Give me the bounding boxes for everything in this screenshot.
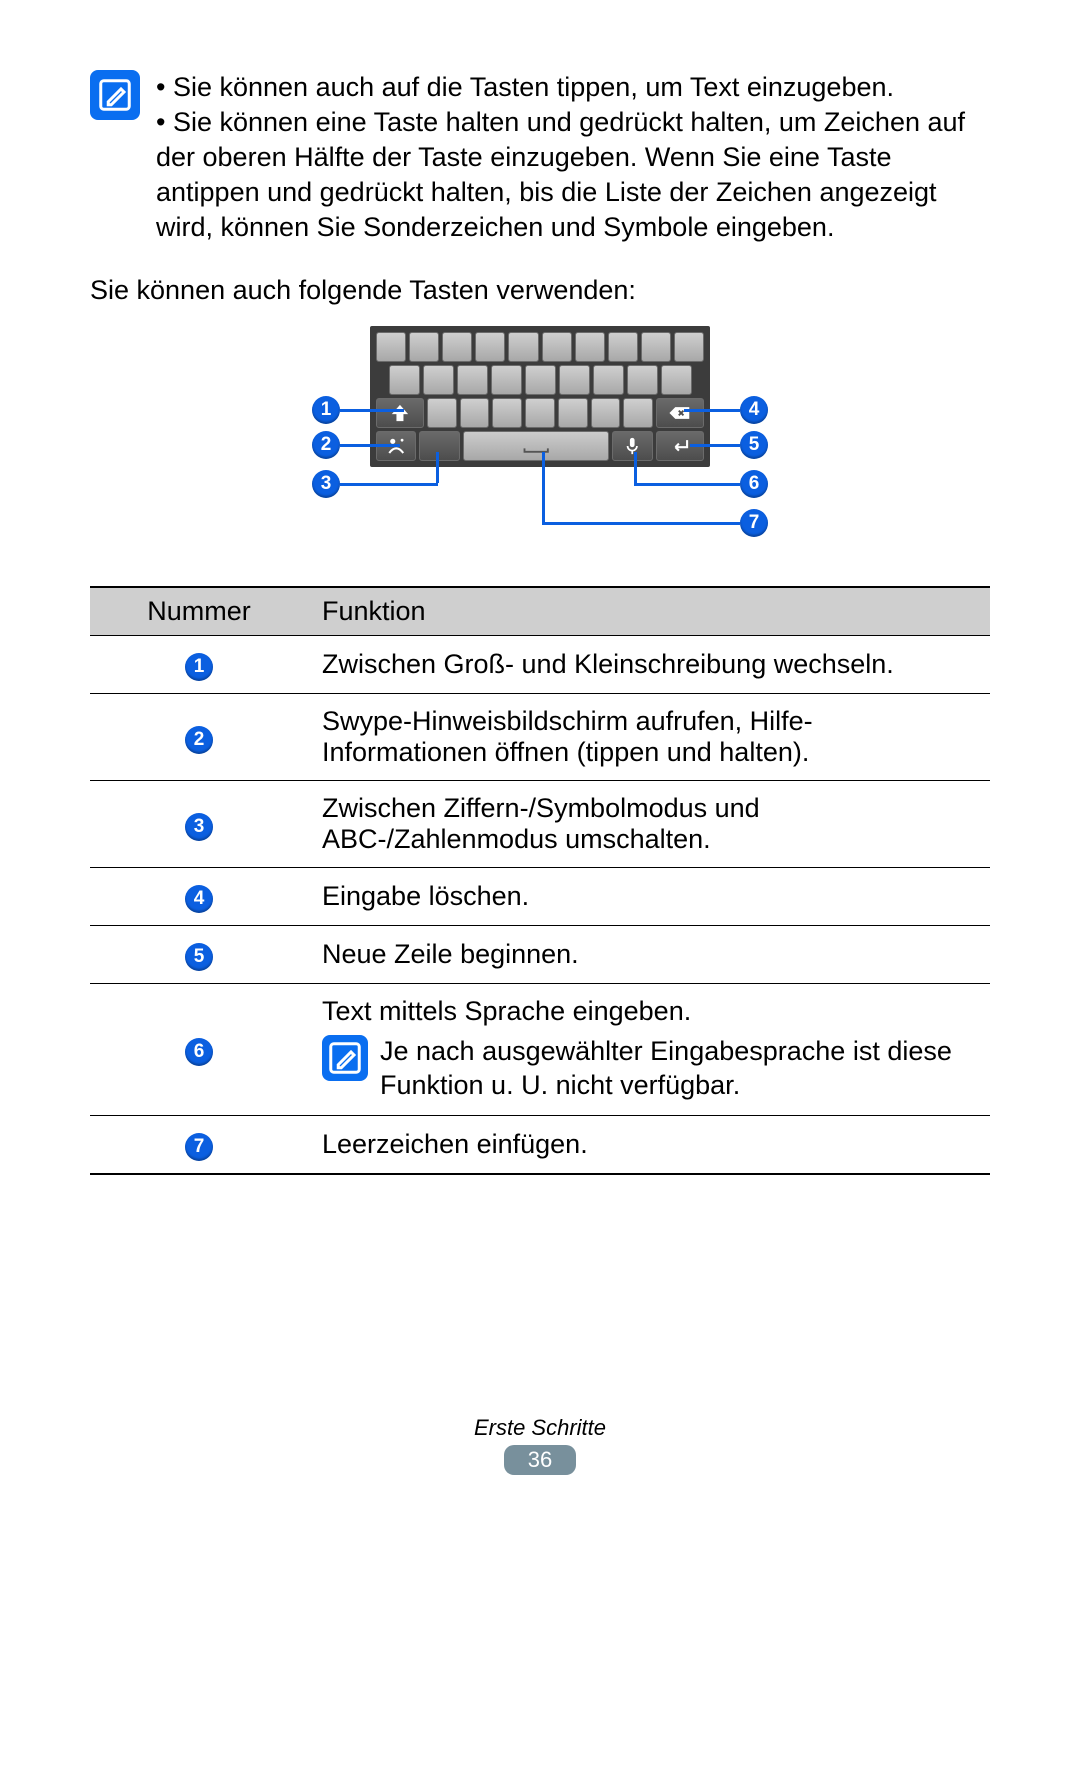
row-badge: 4 — [185, 885, 213, 913]
table-row: 5 Neue Zeile beginnen. — [90, 926, 990, 984]
row-text: Neue Zeile beginnen. — [308, 926, 990, 984]
row-badge: 2 — [185, 726, 213, 754]
table-header-function: Funktion — [308, 587, 990, 636]
callout-badge-7: 7 — [740, 509, 768, 537]
note-block: Sie können auch auf die Tasten tippen, u… — [90, 70, 990, 245]
row-text: Leerzeichen einfügen. — [308, 1115, 990, 1174]
table-row: 3 Zwischen Ziffern-/Symbolmodus und ABC-… — [90, 781, 990, 868]
callout-badge-4: 4 — [740, 396, 768, 424]
callout-badge-1: 1 — [312, 396, 340, 424]
callout-badge-6: 6 — [740, 470, 768, 498]
footer-page-number: 36 — [504, 1445, 576, 1475]
row-text: Zwischen Groß- und Kleinschreibung wechs… — [308, 636, 990, 694]
pencil-note-icon — [90, 70, 140, 120]
onscreen-keyboard — [370, 326, 710, 467]
row-text: Swype-Hinweisbildschirm aufrufen, Hilfe-… — [308, 694, 990, 781]
table-row: 1 Zwischen Groß- und Kleinschreibung wec… — [90, 636, 990, 694]
row-text: Text mittels Sprache eingeben. — [322, 996, 976, 1027]
row-badge: 7 — [185, 1133, 213, 1161]
mode-key — [419, 431, 459, 461]
note-bullet: Sie können eine Taste halten und gedrück… — [156, 105, 990, 245]
callout-badge-2: 2 — [312, 431, 340, 459]
table-row: 2 Swype-Hinweisbildschirm aufrufen, Hilf… — [90, 694, 990, 781]
callout-badge-3: 3 — [312, 470, 340, 498]
row-badge: 5 — [185, 943, 213, 971]
intro-text: Sie können auch folgende Tasten verwende… — [90, 275, 990, 306]
space-key — [463, 431, 609, 461]
row-badge: 6 — [185, 1038, 213, 1066]
voice-key — [612, 431, 652, 461]
note-bullet: Sie können auch auf die Tasten tippen, u… — [156, 70, 990, 105]
keyboard-figure: 1 2 3 4 5 6 7 — [90, 326, 990, 556]
table-row: 7 Leerzeichen einfügen. — [90, 1115, 990, 1174]
row-text: Zwischen Ziffern-/Symbolmodus und ABC-/Z… — [308, 781, 990, 868]
row-badge: 3 — [185, 813, 213, 841]
table-header-number: Nummer — [90, 587, 308, 636]
table-row: 6 Text mittels Sprache eingeben. Je nach… — [90, 984, 990, 1116]
pencil-note-icon — [322, 1035, 368, 1081]
callout-badge-5: 5 — [740, 431, 768, 459]
row-note: Je nach ausgewählter Eingabesprache ist … — [380, 1035, 976, 1103]
backspace-key — [656, 398, 704, 428]
row-text: Eingabe löschen. — [308, 868, 990, 926]
table-row: 4 Eingabe löschen. — [90, 868, 990, 926]
function-table: Nummer Funktion 1 Zwischen Groß- und Kle… — [90, 586, 990, 1175]
note-bullet-list: Sie können auch auf die Tasten tippen, u… — [156, 70, 990, 245]
page-footer: Erste Schritte 36 — [90, 1415, 990, 1475]
shift-key — [376, 398, 424, 428]
footer-section: Erste Schritte — [90, 1415, 990, 1441]
row-badge: 1 — [185, 653, 213, 681]
